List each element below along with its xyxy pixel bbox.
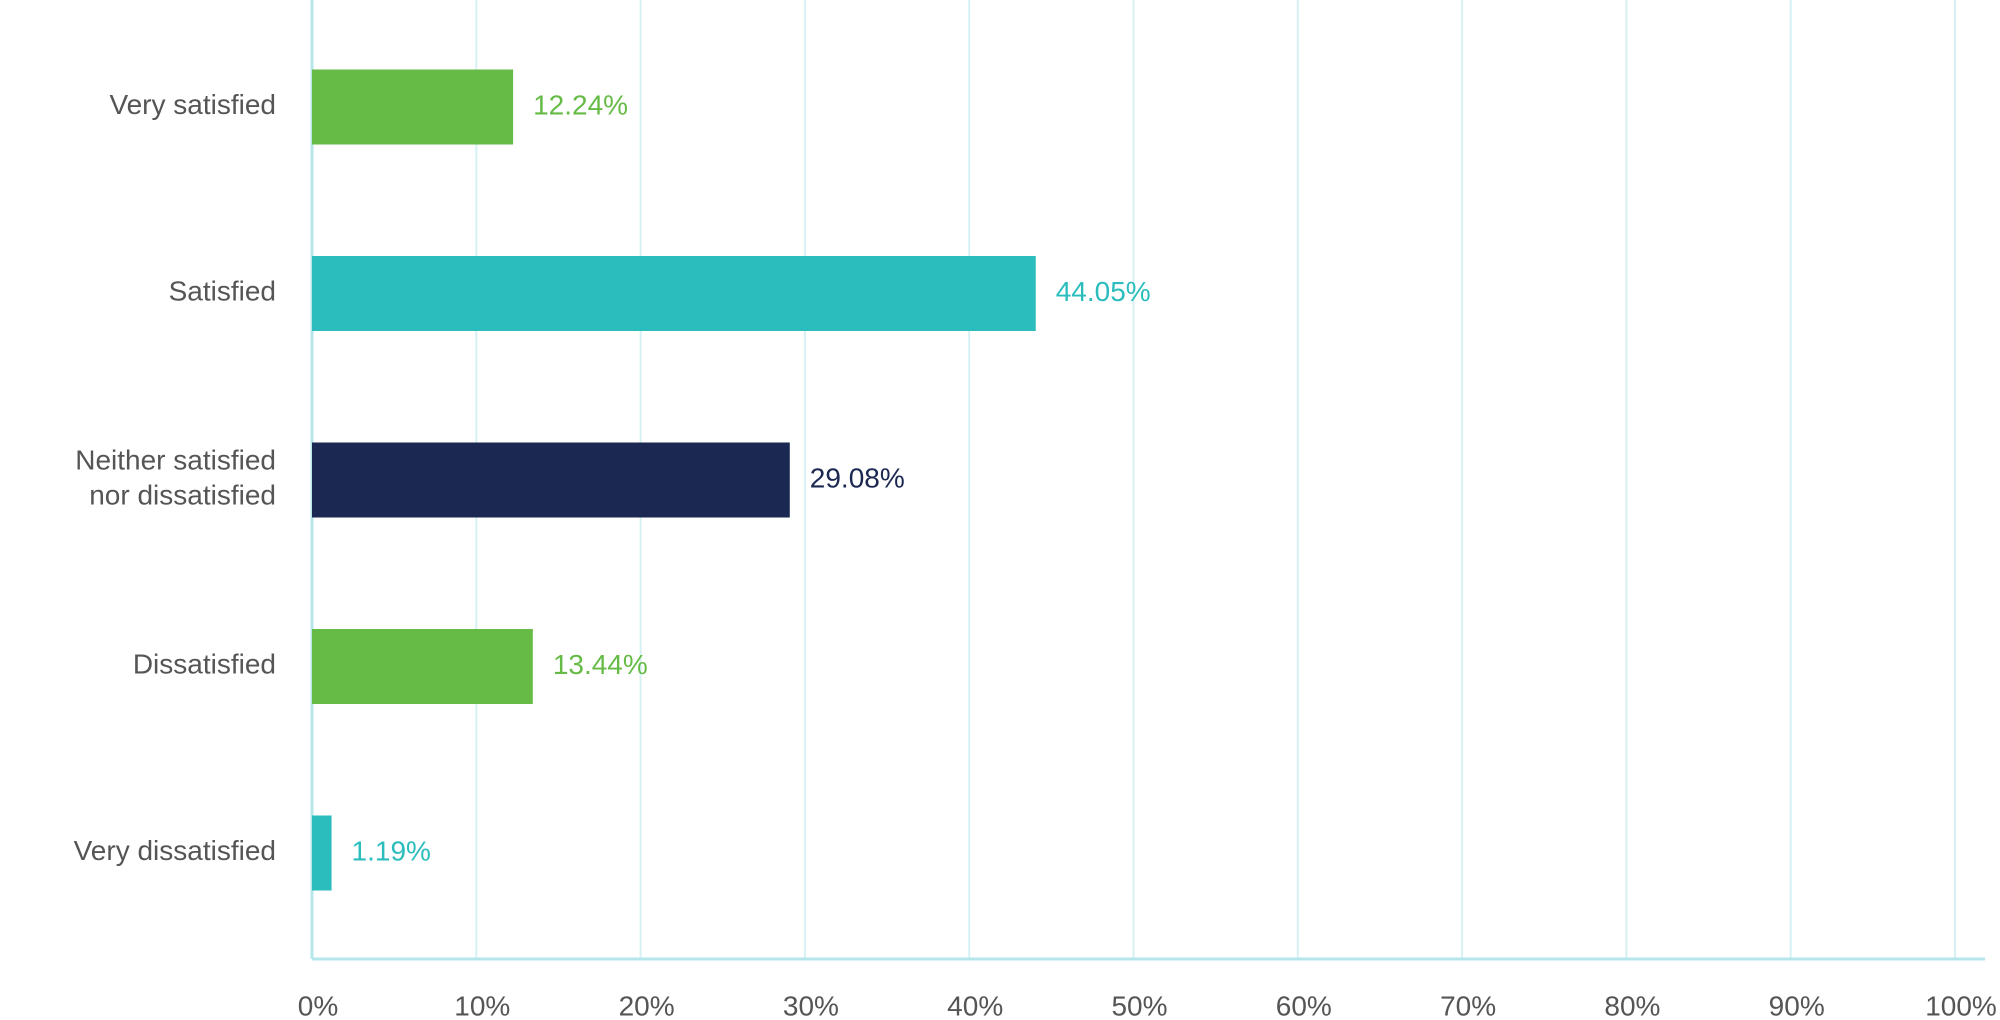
x-tick-label: 50% bbox=[1111, 990, 1167, 1020]
y-tick-label-line: nor dissatisfied bbox=[89, 480, 276, 511]
y-tick-label-line: Very satisfied bbox=[109, 89, 276, 120]
value-label: 12.24% bbox=[533, 89, 628, 120]
x-tick-label: 100% bbox=[1925, 990, 1997, 1020]
value-label: 13.44% bbox=[553, 649, 648, 680]
y-tick-label-line: Dissatisfied bbox=[133, 649, 276, 680]
bar bbox=[312, 629, 533, 704]
x-tick-label: 60% bbox=[1276, 990, 1332, 1020]
bar bbox=[312, 815, 332, 891]
bar bbox=[312, 442, 790, 518]
x-tick-label: 0% bbox=[298, 990, 338, 1020]
value-label: 44.05% bbox=[1056, 276, 1151, 307]
y-tick-label-line: Neither satisfied bbox=[75, 445, 276, 476]
bar bbox=[312, 69, 514, 145]
y-tick-label: Very dissatisfied bbox=[74, 835, 276, 866]
x-tick-label: 40% bbox=[947, 990, 1003, 1020]
y-tick-label-line: Satisfied bbox=[169, 276, 276, 307]
y-tick-label-line: Very dissatisfied bbox=[74, 835, 276, 866]
y-tick-label: Satisfied bbox=[169, 276, 276, 307]
x-tick-label: 90% bbox=[1769, 990, 1825, 1020]
x-tick-label: 70% bbox=[1440, 990, 1496, 1020]
value-label: 1.19% bbox=[352, 835, 431, 866]
x-tick-label: 10% bbox=[454, 990, 510, 1020]
y-tick-label: Very satisfied bbox=[109, 89, 276, 120]
y-tick-label: Dissatisfied bbox=[133, 649, 276, 680]
y-tick-label: Neither satisfied nor dissatisfied bbox=[75, 445, 276, 511]
x-tick-label: 80% bbox=[1604, 990, 1660, 1020]
value-label: 29.08% bbox=[810, 462, 905, 493]
x-tick-label: 30% bbox=[783, 990, 839, 1020]
bar bbox=[312, 256, 1036, 331]
x-tick-label: 20% bbox=[619, 990, 675, 1020]
